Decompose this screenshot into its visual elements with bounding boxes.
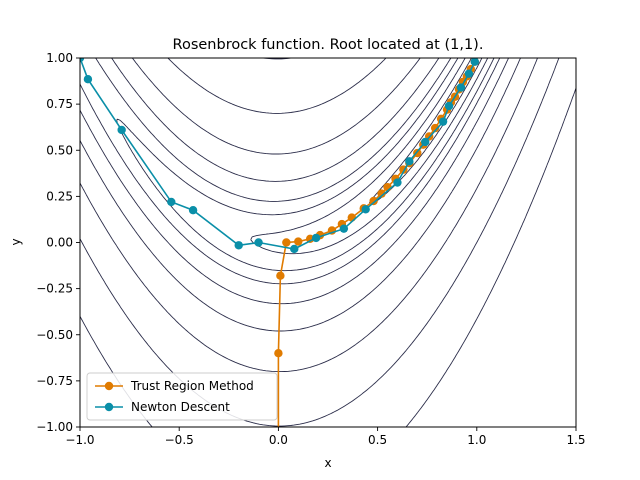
- series-1: [80, 58, 480, 254]
- series-1-point-10: [361, 205, 370, 214]
- series-1-point-4: [188, 206, 198, 215]
- x-tick-label: 1.0: [467, 433, 486, 447]
- chart-title: Rosenbrock function. Root located at (1,…: [173, 37, 484, 53]
- series-layer: [80, 58, 480, 427]
- series-1-point-17: [464, 69, 474, 78]
- y-tick-label: −0.50: [36, 328, 73, 342]
- y-axis-label: y: [9, 238, 23, 245]
- legend: Trust Region Method Newton Descent: [86, 372, 278, 421]
- series-0-point-2: [276, 271, 285, 280]
- x-tick-label: 0.0: [269, 433, 288, 447]
- contour-level-7: [80, 58, 560, 427]
- series-0-point-1: [274, 349, 283, 358]
- series-0-point-11: [369, 196, 378, 206]
- series-1-point-15: [444, 101, 454, 111]
- y-axis: −1.00 −0.75 −0.50 −0.25 0.00 0.25 0.50 0.75 1.00: [36, 51, 80, 434]
- series-1-point-18: [470, 58, 480, 66]
- series-1-point-0: [80, 58, 85, 63]
- series-1-point-6: [254, 238, 263, 247]
- x-tick-label: −0.5: [165, 433, 194, 447]
- series-1-point-16: [456, 83, 466, 92]
- x-tick-label: 0.5: [368, 433, 387, 447]
- y-tick-label: −1.00: [36, 420, 73, 434]
- series-1-point-7: [290, 244, 299, 254]
- contour-lines: [80, 58, 576, 427]
- series-1-point-12: [405, 157, 414, 166]
- y-tick-label: −0.25: [36, 282, 73, 296]
- legend-marker-1: [104, 402, 114, 412]
- y-tick-label: 0.00: [46, 236, 73, 250]
- series-0-point-4: [294, 237, 303, 246]
- series-0-point-20: [430, 123, 440, 133]
- series-0-point-3: [282, 238, 291, 247]
- contour-level-5: [80, 58, 521, 332]
- legend-marker-0: [104, 381, 114, 391]
- x-tick-label: 1.5: [566, 433, 585, 447]
- series-0-point-9: [347, 213, 357, 222]
- series-1-point-3: [167, 197, 176, 207]
- legend-box: [86, 372, 278, 421]
- contour-level-8: [80, 87, 576, 427]
- y-tick-label: −0.75: [36, 374, 73, 388]
- series-0-point-12: [377, 189, 386, 198]
- contour-level-3: [80, 58, 501, 285]
- legend-label-1: Newton Descent: [131, 400, 230, 414]
- x-axis-label: x: [324, 456, 331, 470]
- y-tick-label: 0.25: [46, 189, 73, 203]
- x-tick-label: −1.0: [65, 433, 94, 447]
- series-1-point-14: [438, 117, 448, 126]
- series-1-point-8: [311, 233, 321, 243]
- contour-level-6: [80, 58, 538, 373]
- legend-label-0: Trust Region Method: [130, 379, 254, 393]
- y-tick-label: 0.75: [46, 97, 73, 111]
- y-tick-label: 0.50: [46, 143, 73, 157]
- series-1-point-13: [421, 137, 430, 147]
- contour-level-2: [116, 58, 495, 272]
- series-1-point-11: [393, 178, 402, 187]
- series-1-point-2: [117, 125, 126, 135]
- x-axis: −1.0 −0.5 0.0 0.5 1.0 1.5: [65, 427, 586, 447]
- series-1-point-9: [339, 224, 349, 233]
- series-1-point-1: [83, 75, 93, 84]
- series-1-point-5: [234, 241, 243, 250]
- y-tick-label: 1.00: [46, 51, 73, 65]
- contour-level-4: [80, 58, 509, 305]
